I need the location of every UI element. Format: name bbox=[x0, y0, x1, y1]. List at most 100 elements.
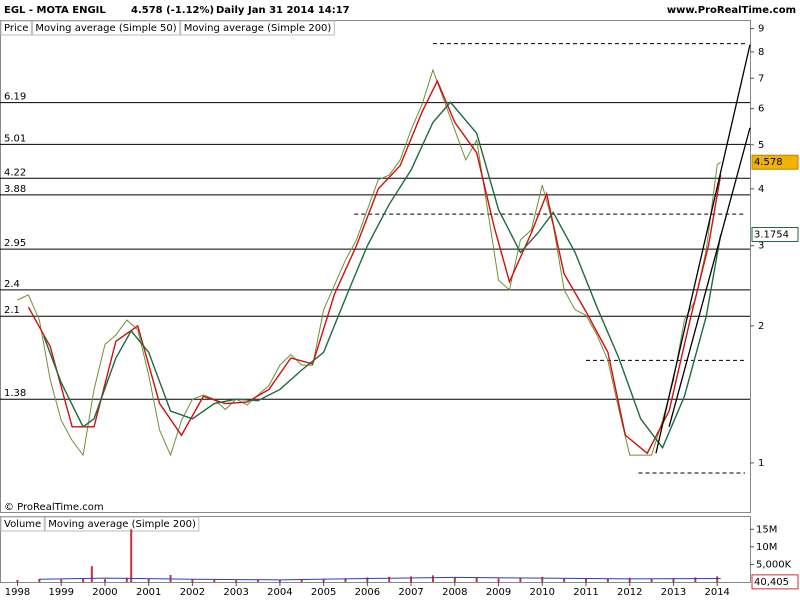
volume-bar bbox=[431, 575, 434, 582]
last-price-box bbox=[751, 154, 799, 170]
volume-bar bbox=[410, 576, 413, 582]
legend-entry: Volume bbox=[4, 519, 41, 530]
volume-panel bbox=[0, 516, 751, 583]
volume-bar bbox=[60, 579, 63, 582]
price-panel bbox=[0, 20, 751, 513]
volume-bar bbox=[694, 577, 697, 582]
volume-tick-label: 15M bbox=[756, 524, 777, 535]
volume-bar bbox=[453, 577, 456, 582]
volume-bar bbox=[672, 578, 675, 582]
volume-bar bbox=[541, 576, 544, 582]
volume-bar bbox=[16, 579, 19, 582]
volume-bar bbox=[519, 577, 522, 582]
x-tick-label: 1998 bbox=[5, 587, 30, 598]
copyright: © ProRealTime.com bbox=[4, 502, 104, 513]
volume-bar bbox=[213, 579, 216, 582]
last-volume-box bbox=[751, 574, 799, 590]
volume-bar bbox=[90, 566, 93, 582]
volume-bar bbox=[147, 578, 150, 582]
last-volume: 40,405 bbox=[754, 577, 789, 588]
x-tick-label: 2010 bbox=[530, 587, 555, 598]
x-tick-label: 2007 bbox=[398, 587, 423, 598]
y-tick-label: 2 bbox=[758, 321, 764, 332]
volume-bar bbox=[300, 579, 303, 582]
x-tick-label: 2009 bbox=[486, 587, 511, 598]
level-label: 2.95 bbox=[4, 238, 26, 249]
site: www.ProRealTime.com bbox=[667, 5, 796, 16]
volume-bar bbox=[38, 578, 41, 582]
volume-legend: Volume Moving average (Simple 200) bbox=[0, 516, 200, 532]
x-tick-label: 2005 bbox=[311, 587, 336, 598]
level-label: 2.1 bbox=[4, 305, 20, 316]
y-tick-label: 9 bbox=[758, 24, 764, 35]
legend-entry: Moving average (Simple 200) bbox=[48, 519, 196, 530]
volume-bar bbox=[628, 577, 631, 582]
level-label: 1.38 bbox=[4, 388, 26, 399]
y-tick-label: 4 bbox=[758, 184, 764, 195]
last-ma200-box bbox=[751, 227, 799, 243]
volume-tick-label: 5,000K bbox=[756, 559, 792, 570]
volume-bar bbox=[103, 579, 106, 582]
x-tick-label: 2002 bbox=[180, 587, 205, 598]
volume-bar bbox=[606, 578, 609, 582]
x-tick-label: 2004 bbox=[267, 587, 292, 598]
x-tick-label: 2011 bbox=[573, 587, 598, 598]
volume-bar bbox=[366, 577, 369, 582]
period: Daily bbox=[216, 5, 245, 16]
volume-average bbox=[39, 576, 721, 581]
x-tick-label: 2000 bbox=[92, 587, 117, 598]
volume-bar bbox=[278, 579, 281, 582]
legend-box bbox=[180, 20, 335, 36]
volume-bar bbox=[650, 578, 653, 582]
level-label: 5.01 bbox=[4, 133, 26, 144]
timestamp: Jan 31 2014 14:17 bbox=[247, 5, 350, 16]
trend-line bbox=[655, 44, 751, 454]
volume-bar bbox=[125, 577, 128, 582]
y-tick-label: 7 bbox=[758, 73, 764, 84]
x-tick-label: 2012 bbox=[617, 587, 642, 598]
volume-tick-label: 10M bbox=[756, 542, 777, 553]
y-tick-label: 6 bbox=[758, 104, 764, 115]
x-tick-label: 2013 bbox=[661, 587, 686, 598]
quote: 4.578 (-1.12%) bbox=[131, 5, 214, 16]
x-tick-label: 1999 bbox=[48, 587, 73, 598]
trend-line bbox=[668, 127, 751, 428]
volume-bar bbox=[257, 579, 260, 582]
legend: Price Moving average (Simple 50) Moving av… bbox=[0, 20, 335, 36]
volume-bar bbox=[191, 579, 194, 582]
symbol: EGL - MOTA ENGIL bbox=[4, 5, 106, 16]
volume-bar bbox=[322, 578, 325, 582]
level-label: 2.4 bbox=[4, 279, 20, 290]
volume-bar bbox=[344, 578, 347, 582]
legend-box bbox=[44, 516, 200, 532]
level-label: 4.22 bbox=[4, 167, 26, 178]
x-tick-label: 2003 bbox=[223, 587, 248, 598]
price-line bbox=[17, 68, 721, 457]
moving-average bbox=[43, 101, 722, 450]
x-tick-label: 2014 bbox=[704, 587, 729, 598]
volume-bar bbox=[475, 577, 478, 582]
volume-bar bbox=[563, 578, 566, 582]
legend-box bbox=[31, 20, 181, 36]
volume-bar bbox=[82, 578, 85, 582]
last-price: 4.578 bbox=[754, 157, 783, 168]
volume-bar bbox=[130, 529, 133, 582]
volume-bar bbox=[235, 580, 238, 582]
legend-box bbox=[0, 516, 45, 532]
moving-average bbox=[27, 79, 722, 455]
legend-entry: Moving average (Simple 200) bbox=[184, 23, 332, 34]
volume-bar bbox=[585, 578, 588, 582]
level-label: 3.88 bbox=[4, 184, 26, 195]
volume-bar bbox=[497, 578, 500, 582]
y-tick-label: 3 bbox=[758, 241, 764, 252]
y-tick-label: 5 bbox=[758, 140, 764, 151]
x-tick-label: 2008 bbox=[442, 587, 467, 598]
x-tick-label: 2001 bbox=[136, 587, 161, 598]
volume-bar bbox=[716, 576, 719, 582]
y-tick-label: 8 bbox=[758, 47, 764, 58]
volume-bar bbox=[388, 576, 391, 582]
legend-entry: Moving average (Simple 50) bbox=[35, 23, 176, 34]
x-tick-label: 2006 bbox=[355, 587, 380, 598]
